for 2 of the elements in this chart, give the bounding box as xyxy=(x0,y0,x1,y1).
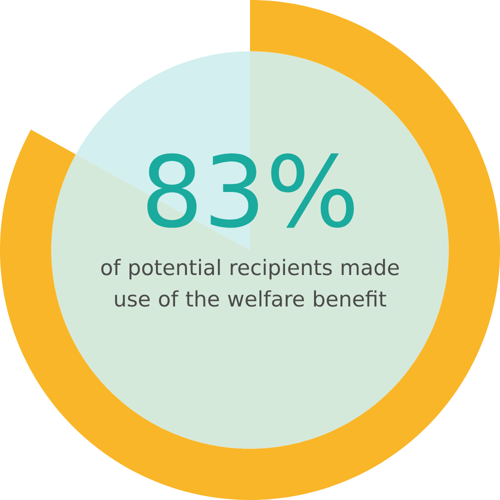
text: of potential recipients made use of the welfare benefit xyxy=(101,258,399,307)
text: 83% xyxy=(147,153,354,228)
